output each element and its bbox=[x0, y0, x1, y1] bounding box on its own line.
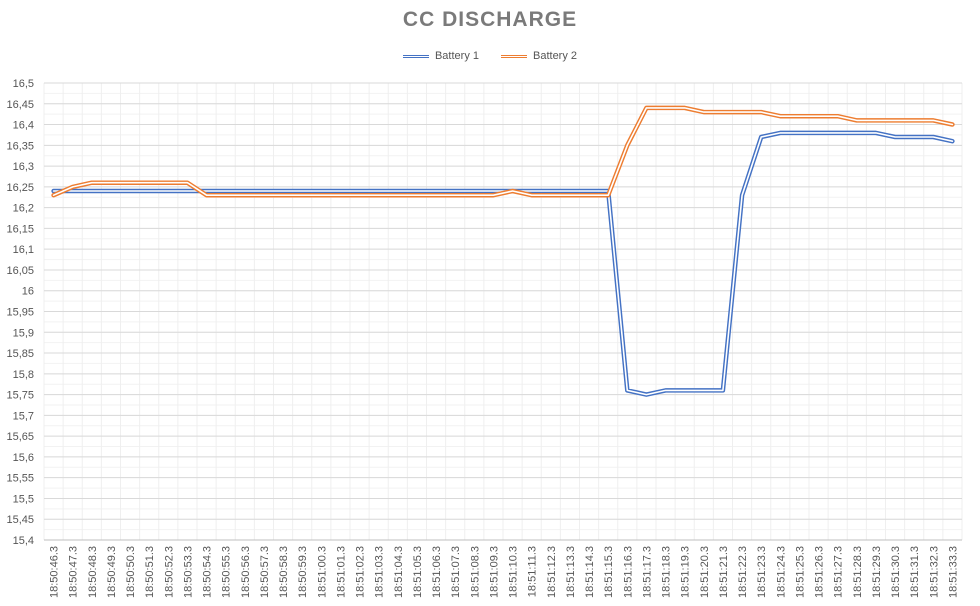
x-tick-label: 18:51:04.3 bbox=[393, 546, 405, 598]
x-tick-label: 18:51:11.3 bbox=[527, 546, 539, 597]
y-tick-label: 15,95 bbox=[6, 307, 34, 319]
y-tick-label: 16,3 bbox=[13, 161, 34, 173]
y-tick-label: 15,5 bbox=[13, 493, 34, 505]
x-tick-label: 18:50:52.3 bbox=[163, 546, 175, 598]
x-tick-label: 18:51:16.3 bbox=[622, 546, 634, 598]
x-tick-label: 18:51:18.3 bbox=[661, 546, 673, 598]
x-tick-label: 18:51:26.3 bbox=[814, 546, 826, 598]
x-tick-label: 18:51:10.3 bbox=[508, 546, 520, 598]
chart-title: CC DISCHARGE bbox=[402, 8, 578, 31]
x-tick-label: 18:51:29.3 bbox=[871, 546, 883, 598]
y-tick-label: 16,2 bbox=[13, 203, 34, 215]
series-line-inner-2 bbox=[52, 107, 954, 196]
x-tick-label: 18:51:22.3 bbox=[737, 546, 749, 598]
x-tick-label: 18:51:21.3 bbox=[718, 546, 730, 598]
y-tick-label: 15,9 bbox=[13, 327, 34, 339]
x-tick-label: 18:51:24.3 bbox=[775, 546, 787, 598]
x-tick-label: 18:51:02.3 bbox=[355, 546, 367, 598]
x-tick-label: 18:51:05.3 bbox=[412, 546, 424, 598]
x-tick-label: 18:51:27.3 bbox=[833, 546, 845, 598]
x-tick-label: 18:50:54.3 bbox=[202, 546, 214, 598]
x-tick-label: 18:50:49.3 bbox=[106, 546, 118, 598]
legend-label-battery-1: Battery 1 bbox=[434, 50, 479, 62]
y-tick-label: 16,4 bbox=[13, 120, 34, 132]
y-tick-label: 15,75 bbox=[6, 390, 34, 402]
x-tick-label: 18:51:20.3 bbox=[699, 546, 711, 598]
x-tick-label: 18:51:30.3 bbox=[890, 546, 902, 598]
y-tick-label: 15,55 bbox=[6, 473, 34, 485]
x-tick-label: 18:51:12.3 bbox=[546, 546, 558, 598]
legend-label-battery-2: Battery 2 bbox=[533, 50, 578, 62]
y-tick-label: 16,45 bbox=[6, 99, 34, 111]
x-tick-label: 18:51:31.3 bbox=[909, 546, 921, 598]
x-tick-label: 18:50:47.3 bbox=[68, 546, 80, 598]
legend-swatch-battery-2 bbox=[501, 54, 527, 58]
x-tick-label: 18:51:15.3 bbox=[603, 546, 615, 598]
legend-item-battery-1: Battery 1 bbox=[402, 50, 479, 62]
x-tick-label: 18:50:55.3 bbox=[221, 546, 233, 598]
x-tick-label: 18:51:28.3 bbox=[852, 546, 864, 598]
legend-swatch-battery-1 bbox=[402, 54, 429, 58]
x-tick-label: 18:50:53.3 bbox=[182, 546, 194, 598]
x-tick-label: 18:50:56.3 bbox=[240, 546, 252, 598]
y-tick-label: 15,4 bbox=[13, 535, 34, 547]
y-tick-label: 16,15 bbox=[6, 223, 34, 235]
x-tick-label: 18:51:09.3 bbox=[488, 546, 500, 598]
x-tick-label: 18:51:33.3 bbox=[947, 546, 959, 598]
y-tick-label: 16,35 bbox=[6, 140, 34, 152]
y-tick-label: 15,45 bbox=[6, 514, 34, 526]
y-tick-label: 16,05 bbox=[6, 265, 34, 277]
x-tick-label: 18:51:19.3 bbox=[680, 546, 692, 598]
x-tick-label: 18:50:48.3 bbox=[87, 546, 99, 598]
x-tick-label: 18:51:23.3 bbox=[756, 546, 768, 598]
x-tick-label: 18:51:08.3 bbox=[469, 546, 481, 598]
x-tick-label: 18:51:03.3 bbox=[374, 546, 386, 598]
y-tick-label: 15,8 bbox=[13, 369, 34, 381]
legend-item-battery-2: Battery 2 bbox=[501, 50, 577, 62]
x-tick-label: 18:50:50.3 bbox=[125, 546, 137, 598]
x-tick-label: 18:51:32.3 bbox=[928, 546, 940, 598]
x-tick-label: 18:51:25.3 bbox=[794, 546, 806, 598]
x-tick-label: 18:50:51.3 bbox=[144, 546, 156, 598]
y-tick-label: 16,5 bbox=[13, 78, 34, 90]
chart-legend: Battery 1 Battery 2 bbox=[0, 50, 980, 62]
x-tick-label: 18:51:06.3 bbox=[431, 546, 443, 598]
x-tick-label: 18:51:14.3 bbox=[584, 546, 596, 598]
x-tick-label: 18:50:58.3 bbox=[278, 546, 290, 598]
x-tick-label: 18:50:57.3 bbox=[259, 546, 271, 598]
x-tick-label: 18:51:17.3 bbox=[641, 546, 653, 598]
x-tick-label: 18:51:07.3 bbox=[450, 546, 462, 598]
x-tick-label: 18:51:00.3 bbox=[316, 546, 328, 598]
x-tick-label: 18:51:13.3 bbox=[565, 546, 577, 598]
y-tick-label: 16,25 bbox=[6, 182, 34, 194]
x-tick-label: 18:50:46.3 bbox=[49, 546, 61, 598]
x-tick-label: 18:50:59.3 bbox=[297, 546, 309, 598]
y-tick-label: 15,65 bbox=[6, 431, 34, 443]
y-tick-label: 15,6 bbox=[13, 452, 34, 464]
x-tick-label: 18:51:01.3 bbox=[335, 546, 347, 598]
y-tick-label: 15,85 bbox=[6, 348, 34, 360]
y-tick-label: 16,1 bbox=[13, 244, 34, 256]
y-tick-label: 16 bbox=[22, 286, 34, 298]
y-tick-label: 15,7 bbox=[13, 410, 34, 422]
